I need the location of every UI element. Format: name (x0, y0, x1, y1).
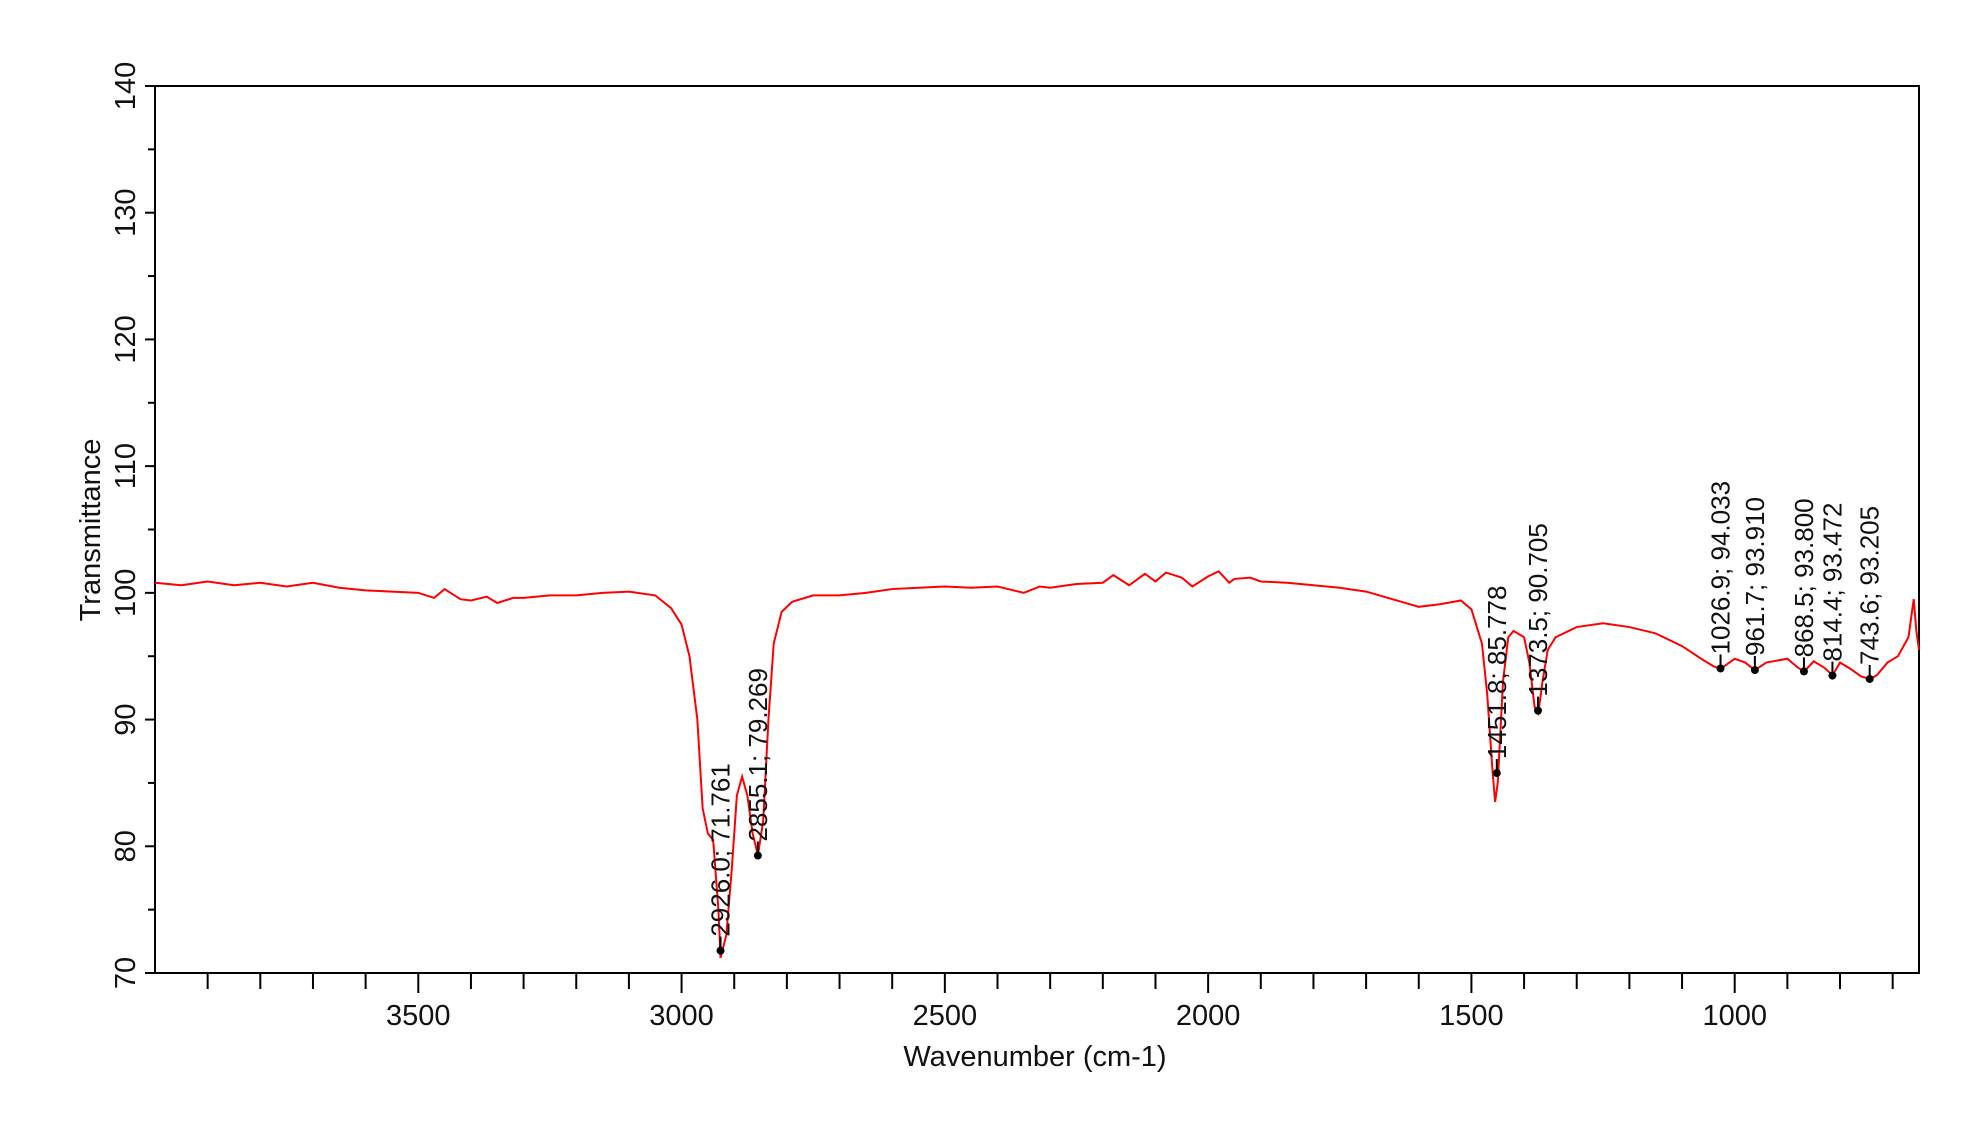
plot-frame (154, 85, 1920, 974)
y-tick-label: 80 (110, 830, 142, 862)
peak-marker (1828, 671, 1837, 680)
peak-label: 2855.1; 79.269 (743, 668, 773, 842)
x-tick-label: 3000 (649, 1000, 714, 1032)
x-tick-label: 1500 (1439, 1000, 1504, 1032)
x-tick-label: 3500 (386, 1000, 451, 1032)
peak-label: 868.5; 93.800 (1789, 498, 1819, 657)
peak-marker (1534, 706, 1543, 715)
y-axis-title: Transmittance (75, 439, 107, 622)
y-tick-label: 130 (110, 189, 142, 237)
y-tick-label: 90 (110, 703, 142, 735)
peak-marker (716, 946, 725, 955)
x-axis-title: Wavenumber (cm-1) (903, 1041, 1166, 1073)
spectrum-line (154, 570, 1920, 959)
peak-label: 743.6; 93.205 (1855, 506, 1885, 665)
peak-label: 1373.5; 90.705 (1523, 523, 1553, 697)
peak-label: 1026.9; 94.033 (1706, 481, 1736, 655)
peak-marker (1799, 667, 1808, 676)
peak-marker (753, 851, 762, 860)
y-tick-label: 100 (110, 569, 142, 617)
peak-label: 2926.0; 71.761 (706, 763, 736, 937)
peak-label: 1451.8; 85.778 (1482, 586, 1512, 760)
y-tick-label: 140 (110, 62, 142, 110)
x-tick-label: 2500 (913, 1000, 978, 1032)
peak-label: 814.4; 93.472 (1817, 503, 1847, 662)
x-tick-label: 2000 (1176, 1000, 1241, 1032)
x-tick-label: 1000 (1702, 1000, 1767, 1032)
peak-marker (1750, 666, 1759, 675)
peak-marker (1492, 769, 1501, 778)
peak-label: 961.7; 93.910 (1740, 497, 1770, 656)
y-tick-label: 110 (110, 443, 142, 489)
y-tick-label: 120 (110, 315, 142, 363)
y-tick-label: 70 (110, 957, 142, 989)
peak-marker (1716, 664, 1725, 673)
peak-marker (1865, 674, 1874, 683)
